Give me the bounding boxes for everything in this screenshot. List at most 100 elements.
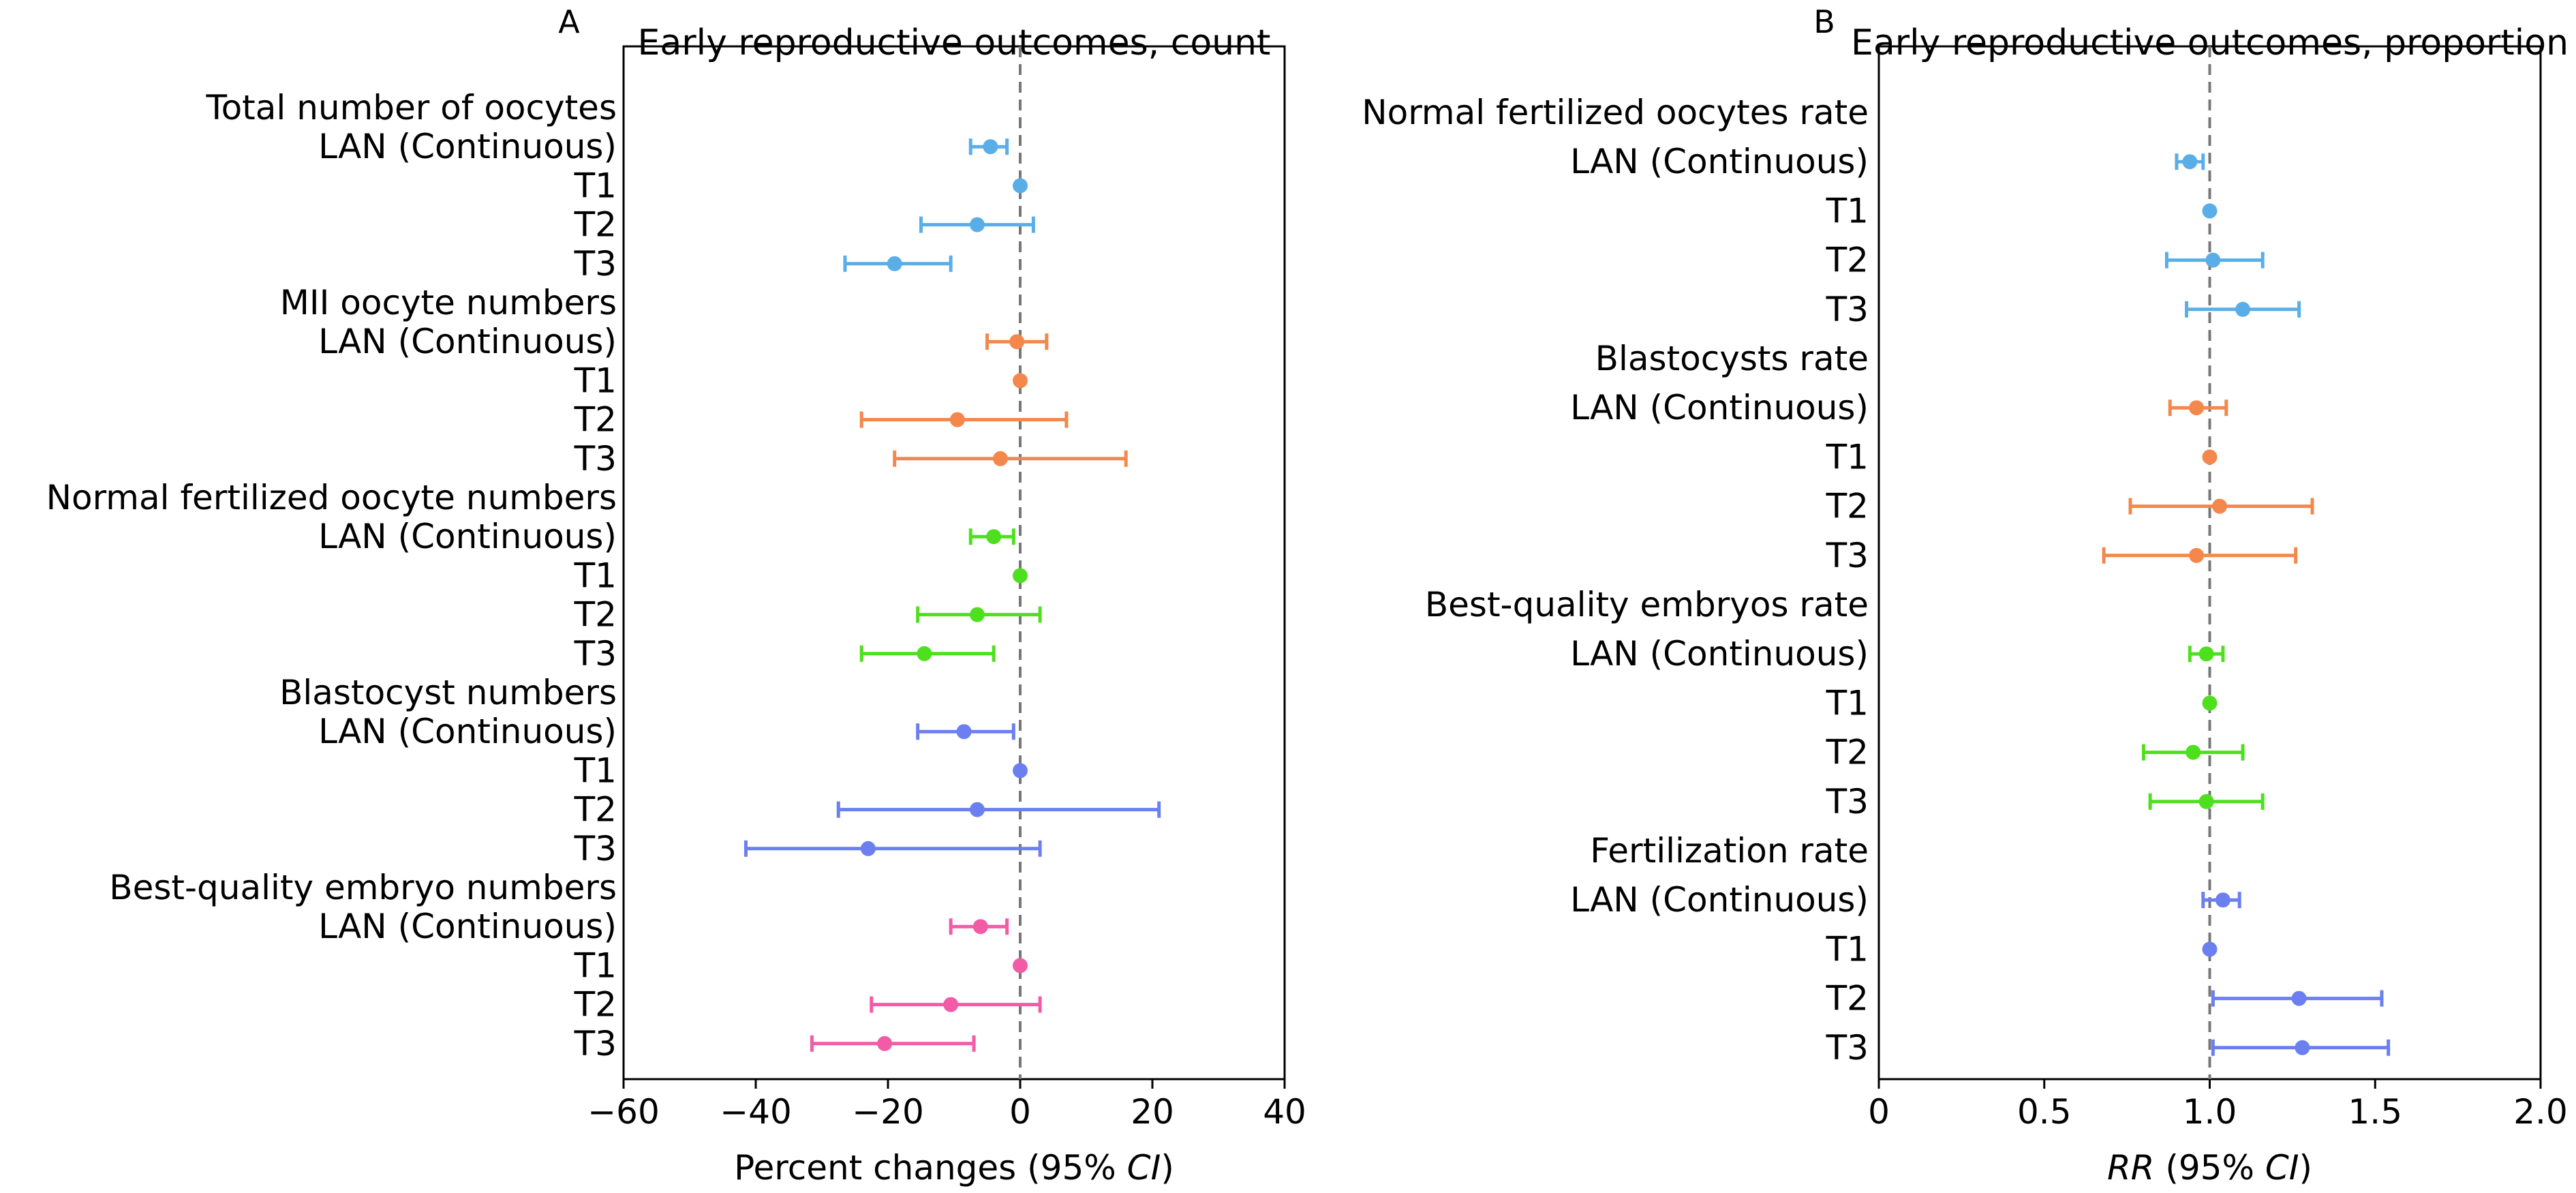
row-label: LAN (Continuous) [1570,142,1869,181]
group-label: Best-quality embryos rate [1425,585,1869,624]
point-estimate [992,451,1008,466]
x-axis-label: RR (95% CI) [2107,1148,2312,1188]
point-estimate [1013,178,1028,194]
point-estimate [2198,794,2214,809]
panel-letter: B [1813,3,1835,40]
x-tick-label: −20 [852,1092,924,1132]
panel-title: Early reproductive outcomes, proportion [1851,22,2569,63]
row-label: LAN (Continuous) [1570,388,1869,427]
row-label: T2 [574,400,617,440]
x-tick-label: 0 [1009,1092,1031,1132]
point-estimate [969,217,985,232]
point-estimate [2202,941,2218,957]
point-estimate [860,841,876,856]
point-estimate [1013,568,1028,584]
row-label: T3 [574,1024,617,1063]
point-estimate [2189,547,2205,563]
point-estimate [2295,1040,2310,1055]
row-label: LAN (Continuous) [318,127,617,166]
row-label: T3 [1826,782,1869,821]
row-label: T1 [574,166,617,205]
row-label: T2 [1826,733,1869,772]
row-label: T3 [574,829,617,869]
panel-b: B Early reproductive outcomes, proportion… [1362,3,2569,1188]
row-label: T2 [574,985,617,1025]
row-label: T3 [574,439,617,479]
group-label: Fertilization rate [1590,831,1869,871]
row-label: T3 [1826,536,1869,575]
group-label: Blastocysts rate [1595,339,1869,378]
point-estimate [887,256,902,271]
group-label: Best-quality embryo numbers [109,868,617,907]
row-label: T3 [574,244,617,284]
point-estimate [972,919,988,935]
row-label: T1 [1826,683,1869,723]
x-axis-label-part: ) [2299,1148,2313,1188]
panel-letter: A [558,3,580,40]
row-label: T2 [574,595,617,635]
x-tick-label: −40 [720,1092,792,1132]
point-estimate [2215,892,2230,908]
group-label: MII oocyte numbers [280,283,617,322]
point-estimate [917,646,932,661]
point-estimate [1013,958,1028,973]
point-estimate [2202,449,2218,465]
x-tick-label: 1.0 [2183,1092,2237,1132]
row-label: T1 [1826,437,1869,477]
point-estimate [877,1036,893,1051]
group-label: Normal fertilized oocyte numbers [46,478,617,517]
x-axis-label-part: ) [1161,1148,1174,1188]
x-axis-label-part: RR [2107,1148,2154,1188]
row-label: LAN (Continuous) [1570,880,1869,920]
point-estimate [969,802,985,817]
x-tick-label: 40 [1263,1092,1306,1132]
x-axis-label-part: CI [2265,1148,2299,1188]
row-label: LAN (Continuous) [318,712,617,751]
point-estimate [2189,400,2205,416]
x-tick-label: −60 [587,1092,660,1132]
x-tick-label: 0.5 [2017,1092,2072,1132]
group-label: Normal fertilized oocytes rate [1362,93,1869,132]
row-label: T1 [574,946,617,985]
group-label: Total number of oocytes [206,88,617,127]
row-label: T1 [1826,929,1869,969]
point-estimate [2202,203,2218,219]
x-axis-label-part: (95% [2154,1148,2265,1188]
panel-a: A Early reproductive outcomes, count −60 −4… [46,3,1306,1188]
point-estimate [1009,334,1025,350]
point-estimate [1013,373,1028,389]
point-estimate [2202,695,2218,711]
point-estimate [956,724,972,740]
row-label: T2 [574,790,617,830]
x-axis-label-part: CI [1127,1148,1161,1188]
row-label: LAN (Continuous) [318,517,617,556]
point-estimate [969,607,985,622]
row-label: T1 [574,556,617,595]
row-label: T2 [1826,487,1869,526]
point-estimate [2291,991,2307,1006]
x-axis-label-part: Percent changes (95% [734,1148,1127,1188]
row-label: T2 [1826,241,1869,280]
x-tick-label: 2.0 [2513,1092,2568,1132]
row-label: LAN (Continuous) [318,322,617,361]
row-label: T3 [1826,1028,1869,1068]
row-label: T3 [1826,290,1869,329]
point-estimate [1013,763,1028,779]
point-estimate [2235,301,2251,317]
point-estimate [2212,498,2228,514]
point-estimate [2198,646,2214,662]
x-tick-label: 0 [1868,1092,1890,1132]
point-estimate [986,529,1002,545]
plot-frame [622,45,1286,1081]
row-label: T1 [574,361,617,400]
row-label: LAN (Continuous) [318,907,617,946]
point-estimate [983,139,998,155]
group-label: Blastocyst numbers [279,673,617,712]
x-tick-label: 1.5 [2348,1092,2402,1132]
row-label: T2 [574,205,617,245]
point-estimate [943,997,959,1012]
point-estimate [2182,154,2198,170]
row-label: T1 [574,751,617,790]
x-tick-label: 20 [1131,1092,1174,1132]
